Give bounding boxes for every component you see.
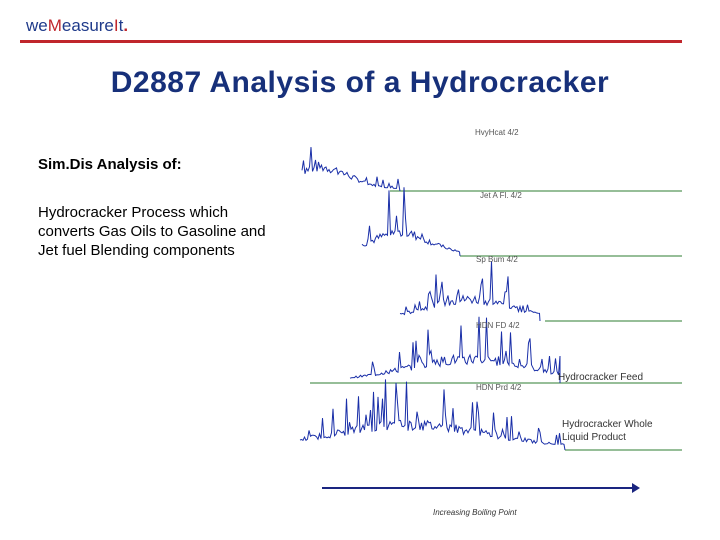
- boiling-point-arrowhead: [632, 483, 640, 493]
- description-text: Hydrocracker Process which converts Gas …: [38, 204, 266, 259]
- logo-text: weMeasureIt.: [26, 16, 128, 36]
- wemeasureit-logo: weMeasureIt.: [20, 14, 140, 40]
- callout-whole-line1: Hydrocracker Whole: [562, 419, 653, 430]
- trace-label-2: Jet A Fl. 4/2: [480, 191, 522, 200]
- logo-part-we: we: [26, 16, 48, 35]
- callout-feed: Hydrocracker Feed: [558, 372, 643, 383]
- chromatogram-trace-2: [361, 187, 461, 257]
- logo-part-t: t: [118, 16, 124, 35]
- chromatogram-stack: HvyHcat 4/2 Jet A Fl. 4/2 Sp Bum 4/2 HDN FD…: [299, 128, 682, 517]
- trace-label-5: HDN Prd 4/2: [476, 383, 522, 392]
- chromatogram-trace-1: [301, 147, 401, 192]
- subheading: Sim.Dis Analysis of:: [38, 156, 182, 173]
- trace-label-1: HvyHcat 4/2: [475, 128, 519, 137]
- chromatogram-trace-5: [299, 379, 566, 451]
- slide-title: D2887 Analysis of a Hydrocracker: [110, 66, 610, 99]
- trace-label-3: Sp Bum 4/2: [476, 255, 518, 264]
- logo-part-dot: .: [123, 16, 129, 35]
- logo-part-easure: easure: [61, 16, 114, 35]
- chromatogram-trace-3: [399, 261, 541, 322]
- header-rule: [20, 40, 682, 43]
- logo-part-i: I: [113, 16, 119, 35]
- chromatogram-trace-4: [349, 316, 561, 383]
- logo-part-m: M: [47, 16, 62, 35]
- chromatogram-traces: HvyHcat 4/2 Jet A Fl. 4/2 Sp Bum 4/2 HDN FD…: [299, 128, 682, 451]
- callout-whole-line2: Liquid Product: [562, 432, 626, 443]
- trace-label-4: HDN FD 4/2: [476, 321, 520, 330]
- axis-caption: Increasing Boiling Point: [433, 508, 517, 517]
